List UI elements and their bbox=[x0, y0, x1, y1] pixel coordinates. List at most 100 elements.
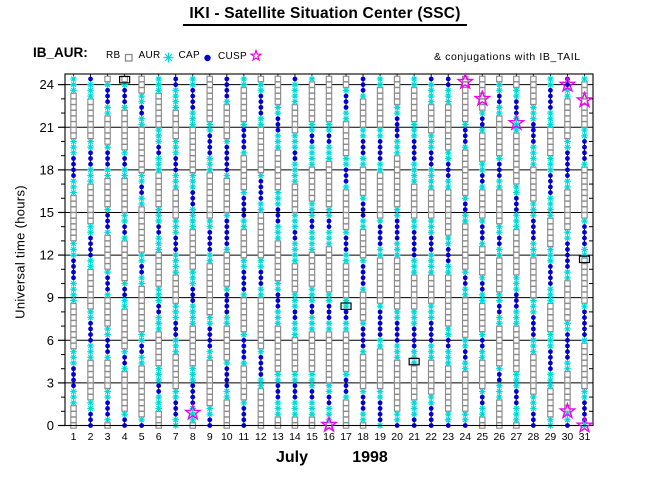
rb-marker bbox=[496, 115, 503, 123]
rb-marker bbox=[342, 410, 350, 418]
dataset-label: IB_AUR: bbox=[33, 45, 88, 60]
rb-marker bbox=[581, 285, 588, 293]
aur-marker bbox=[70, 388, 77, 395]
cap-marker bbox=[173, 156, 179, 161]
rb-marker bbox=[138, 126, 145, 134]
cap-marker bbox=[343, 246, 349, 252]
rb-marker bbox=[257, 337, 265, 344]
aur-marker bbox=[308, 325, 316, 333]
cap-marker bbox=[275, 218, 281, 224]
rb-marker bbox=[308, 92, 316, 100]
x-tick-labels: 1 2 3 4 5 6 7 8 9 10 11 12 13 14 15 16 17 18 19 20 21 22 23 24 2… bbox=[71, 431, 591, 443]
aur-marker bbox=[87, 263, 94, 270]
aur-marker bbox=[87, 177, 94, 185]
rb-marker bbox=[479, 257, 486, 265]
cap-marker bbox=[71, 156, 76, 161]
rb-marker bbox=[376, 268, 384, 276]
rb-marker bbox=[427, 388, 435, 395]
aur-marker bbox=[291, 291, 299, 299]
cap-marker bbox=[360, 87, 366, 93]
rb-marker bbox=[206, 263, 214, 270]
rb-marker bbox=[479, 81, 486, 88]
cap-marker bbox=[343, 173, 349, 178]
aur-marker bbox=[206, 348, 214, 355]
rb-marker bbox=[189, 331, 197, 338]
rb-marker bbox=[325, 285, 333, 293]
rb-marker bbox=[427, 121, 435, 128]
rb-marker bbox=[376, 376, 384, 384]
rb-marker bbox=[461, 109, 469, 117]
cap-marker bbox=[530, 235, 536, 241]
rb-marker bbox=[155, 348, 162, 355]
rb-marker bbox=[87, 206, 94, 213]
cap-marker bbox=[224, 366, 230, 372]
aur-marker bbox=[138, 115, 145, 123]
aur-marker bbox=[104, 143, 111, 151]
aur-marker bbox=[138, 416, 145, 424]
aur-marker bbox=[308, 143, 316, 151]
aur-marker bbox=[513, 280, 520, 287]
rb-marker bbox=[206, 81, 214, 88]
aur-marker bbox=[530, 149, 537, 157]
cap-marker bbox=[565, 241, 570, 247]
rb-marker bbox=[138, 285, 145, 293]
rb-marker bbox=[104, 251, 111, 259]
aur-marker bbox=[427, 354, 435, 361]
rb-marker bbox=[393, 365, 401, 372]
rb-marker bbox=[257, 223, 265, 230]
rb-marker bbox=[342, 75, 350, 83]
rb-marker bbox=[547, 308, 554, 316]
cap-marker bbox=[122, 161, 128, 167]
rb-marker bbox=[104, 302, 111, 310]
rb-marker bbox=[444, 104, 452, 111]
aur-marker bbox=[461, 143, 469, 151]
rb-marker bbox=[530, 371, 537, 378]
aur-marker bbox=[530, 115, 537, 123]
aur-marker bbox=[547, 382, 554, 390]
day-label: 1 bbox=[71, 431, 77, 443]
rb-marker bbox=[547, 410, 554, 418]
cap-marker bbox=[190, 394, 196, 400]
rb-marker bbox=[564, 223, 571, 230]
aur-marker bbox=[172, 336, 180, 344]
rb-marker bbox=[376, 274, 384, 282]
rb-marker bbox=[496, 337, 503, 344]
aur-marker bbox=[223, 285, 231, 293]
rb-marker bbox=[496, 149, 503, 157]
cap-marker bbox=[411, 156, 417, 161]
cap-marker bbox=[190, 190, 196, 195]
rb-marker bbox=[240, 172, 248, 179]
cap-marker bbox=[496, 235, 502, 241]
aur-marker bbox=[291, 325, 299, 333]
aur-marker bbox=[121, 365, 128, 372]
aur-marker bbox=[444, 87, 452, 94]
cap-marker bbox=[190, 99, 196, 105]
aur-marker bbox=[496, 382, 503, 390]
cap-marker bbox=[190, 400, 196, 406]
rb-marker bbox=[308, 172, 316, 179]
y-tick-label: 9 bbox=[47, 290, 54, 305]
aur-marker bbox=[393, 109, 401, 117]
aur-marker bbox=[172, 229, 180, 236]
cap-marker bbox=[377, 241, 383, 247]
rb-marker bbox=[410, 109, 418, 117]
aur-marker bbox=[189, 212, 197, 219]
rb-marker bbox=[461, 263, 469, 270]
cap-marker bbox=[326, 139, 332, 144]
aur-marker bbox=[376, 336, 384, 344]
rb-marker bbox=[257, 229, 265, 236]
cap-marker bbox=[275, 389, 281, 394]
rb-marker bbox=[138, 388, 145, 395]
aur-marker bbox=[444, 98, 452, 105]
rb-marker bbox=[87, 132, 94, 140]
rb-marker bbox=[291, 115, 299, 123]
rb-marker bbox=[189, 234, 197, 242]
rb-marker bbox=[342, 200, 350, 208]
day-column bbox=[291, 74, 299, 429]
rb-marker bbox=[291, 416, 299, 424]
rb-marker bbox=[172, 297, 179, 304]
rb-marker bbox=[547, 314, 554, 321]
rb-marker bbox=[325, 177, 333, 185]
cap-marker bbox=[258, 195, 264, 201]
rb-marker bbox=[257, 331, 265, 338]
